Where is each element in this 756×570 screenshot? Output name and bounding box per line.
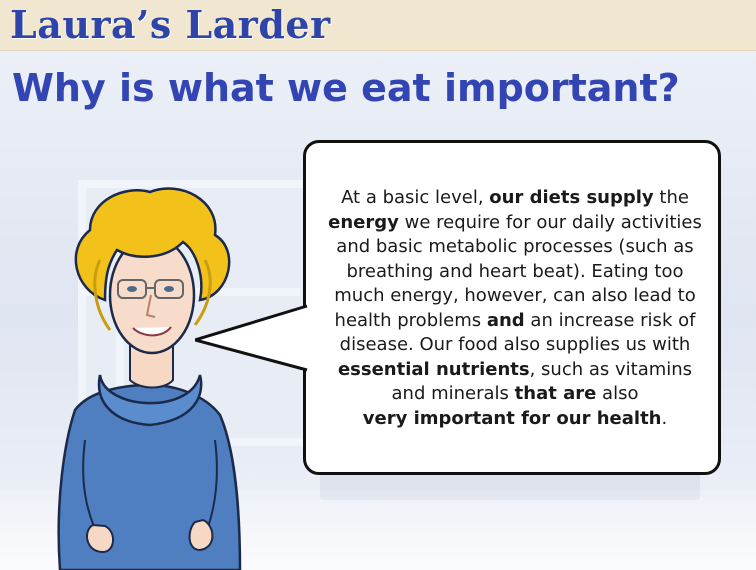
- speech-text-segment: At a basic level,: [341, 187, 490, 208]
- speech-text-segment: an increase risk of disease. Our food al…: [339, 309, 696, 356]
- laura-character-illustration: [57, 187, 242, 570]
- speech-text-segment: , such as vitamins and minerals: [391, 358, 693, 405]
- brand-logo: Laura’s Larder: [10, 2, 331, 47]
- speech-emphasis: essential nutrients: [337, 358, 530, 380]
- speech-emphasis: and: [486, 309, 525, 331]
- header-bar: Laura’s Larder: [0, 0, 756, 51]
- speech-text-segment: the: [653, 187, 689, 208]
- speech-text-segment: also: [596, 383, 639, 404]
- page-title: Why is what we eat important?: [12, 66, 680, 110]
- speech-text-segment: we require for our daily activities and …: [334, 211, 702, 331]
- speech-emphasis: very important for our health: [362, 407, 662, 429]
- speech-emphasis: that are: [514, 383, 597, 404]
- speech-bubble: [303, 140, 721, 475]
- speech-emphasis: our diets supply: [489, 187, 654, 208]
- speech-text-segment: .: [661, 407, 668, 429]
- speech-emphasis: energy: [328, 211, 399, 233]
- speech-bubble-tail: [195, 304, 308, 372]
- speech-text: At a basic level, our diets supply the e…: [325, 186, 705, 431]
